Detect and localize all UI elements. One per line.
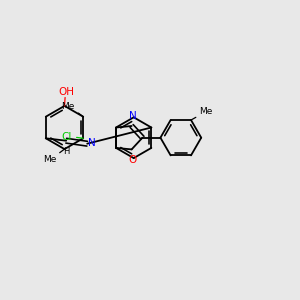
Text: H: H bbox=[63, 147, 69, 156]
Text: OH: OH bbox=[58, 87, 74, 97]
Text: N: N bbox=[129, 111, 137, 121]
Text: N: N bbox=[88, 137, 96, 148]
Text: Me: Me bbox=[200, 106, 213, 116]
Text: Me: Me bbox=[43, 155, 56, 164]
Text: O: O bbox=[129, 155, 137, 165]
Text: Cl: Cl bbox=[61, 132, 72, 142]
Text: Me: Me bbox=[61, 102, 75, 111]
